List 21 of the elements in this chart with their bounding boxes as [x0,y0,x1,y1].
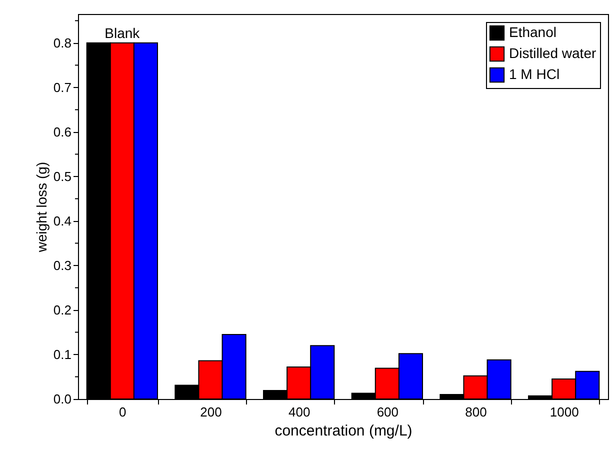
y-tick-label: 0.1 [53,346,72,362]
y-tick-label: 0.0 [53,392,72,406]
x-tick-label: 200 [200,404,222,420]
x-tick-label: 400 [288,404,310,420]
y-axis-title: weight loss (g) [33,162,50,254]
y-tick-label: 0.8 [53,35,72,50]
legend-label: Ethanol [509,24,556,40]
x-tick-label: 1000 [550,404,579,420]
x-tick-label: 600 [376,404,399,420]
y-tick-label: 0.6 [53,124,72,140]
y-tick-label: 0.7 [53,80,72,95]
x-tick-label: 800 [465,404,487,420]
y-tick-label: 0.2 [53,302,72,318]
y-tick-label: 0.3 [53,258,72,273]
x-tick-label: 0 [119,404,126,420]
x-axis-title: concentration (mg/L) [274,422,412,440]
y-tick-label: 0.5 [53,168,72,184]
y-tick-label: 0.4 [53,213,72,228]
legend-label: 1 M HCl [509,66,560,82]
legend-label: Distilled water [509,45,596,61]
annotation: Blank [104,24,141,41]
